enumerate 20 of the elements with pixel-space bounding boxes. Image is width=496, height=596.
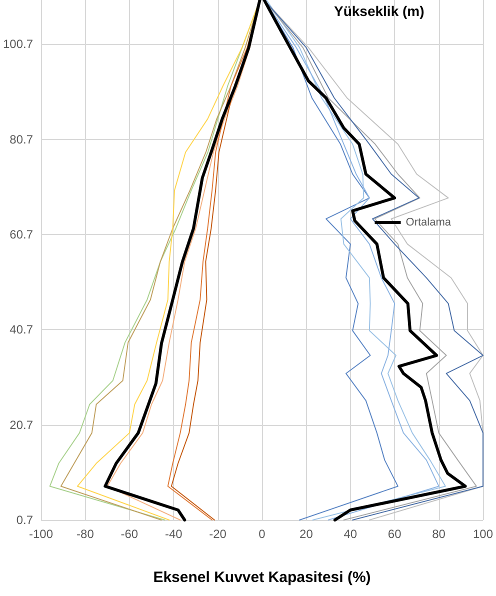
- x-tick-label: -40: [164, 527, 183, 541]
- x-tick-label: 20: [300, 527, 314, 541]
- x-tick-label: 60: [388, 527, 402, 541]
- y-axis-title: Yükseklik (m): [334, 3, 424, 19]
- x-tick-label: 40: [344, 527, 358, 541]
- x-tick-label: -20: [209, 527, 227, 541]
- x-tick-label: -100: [29, 527, 54, 541]
- x-tick-label: 80: [432, 527, 446, 541]
- y-tick-label: 0.7: [16, 513, 34, 527]
- x-tick-label: -80: [76, 527, 94, 541]
- x-axis-title: Eksenel Kuvvet Kapasitesi (%): [153, 569, 371, 586]
- y-tick-label: 100.7: [3, 37, 34, 52]
- y-tick-label: 20.7: [10, 418, 34, 432]
- x-tick-label: 100: [472, 527, 494, 541]
- y-tick-label: 80.7: [10, 132, 34, 146]
- y-tick-label: 60.7: [10, 228, 34, 242]
- legend-label: Ortalama: [406, 216, 452, 228]
- x-tick-label: -60: [120, 527, 138, 541]
- y-tick-label: 40.7: [10, 322, 34, 337]
- x-tick-label: 0: [258, 527, 266, 541]
